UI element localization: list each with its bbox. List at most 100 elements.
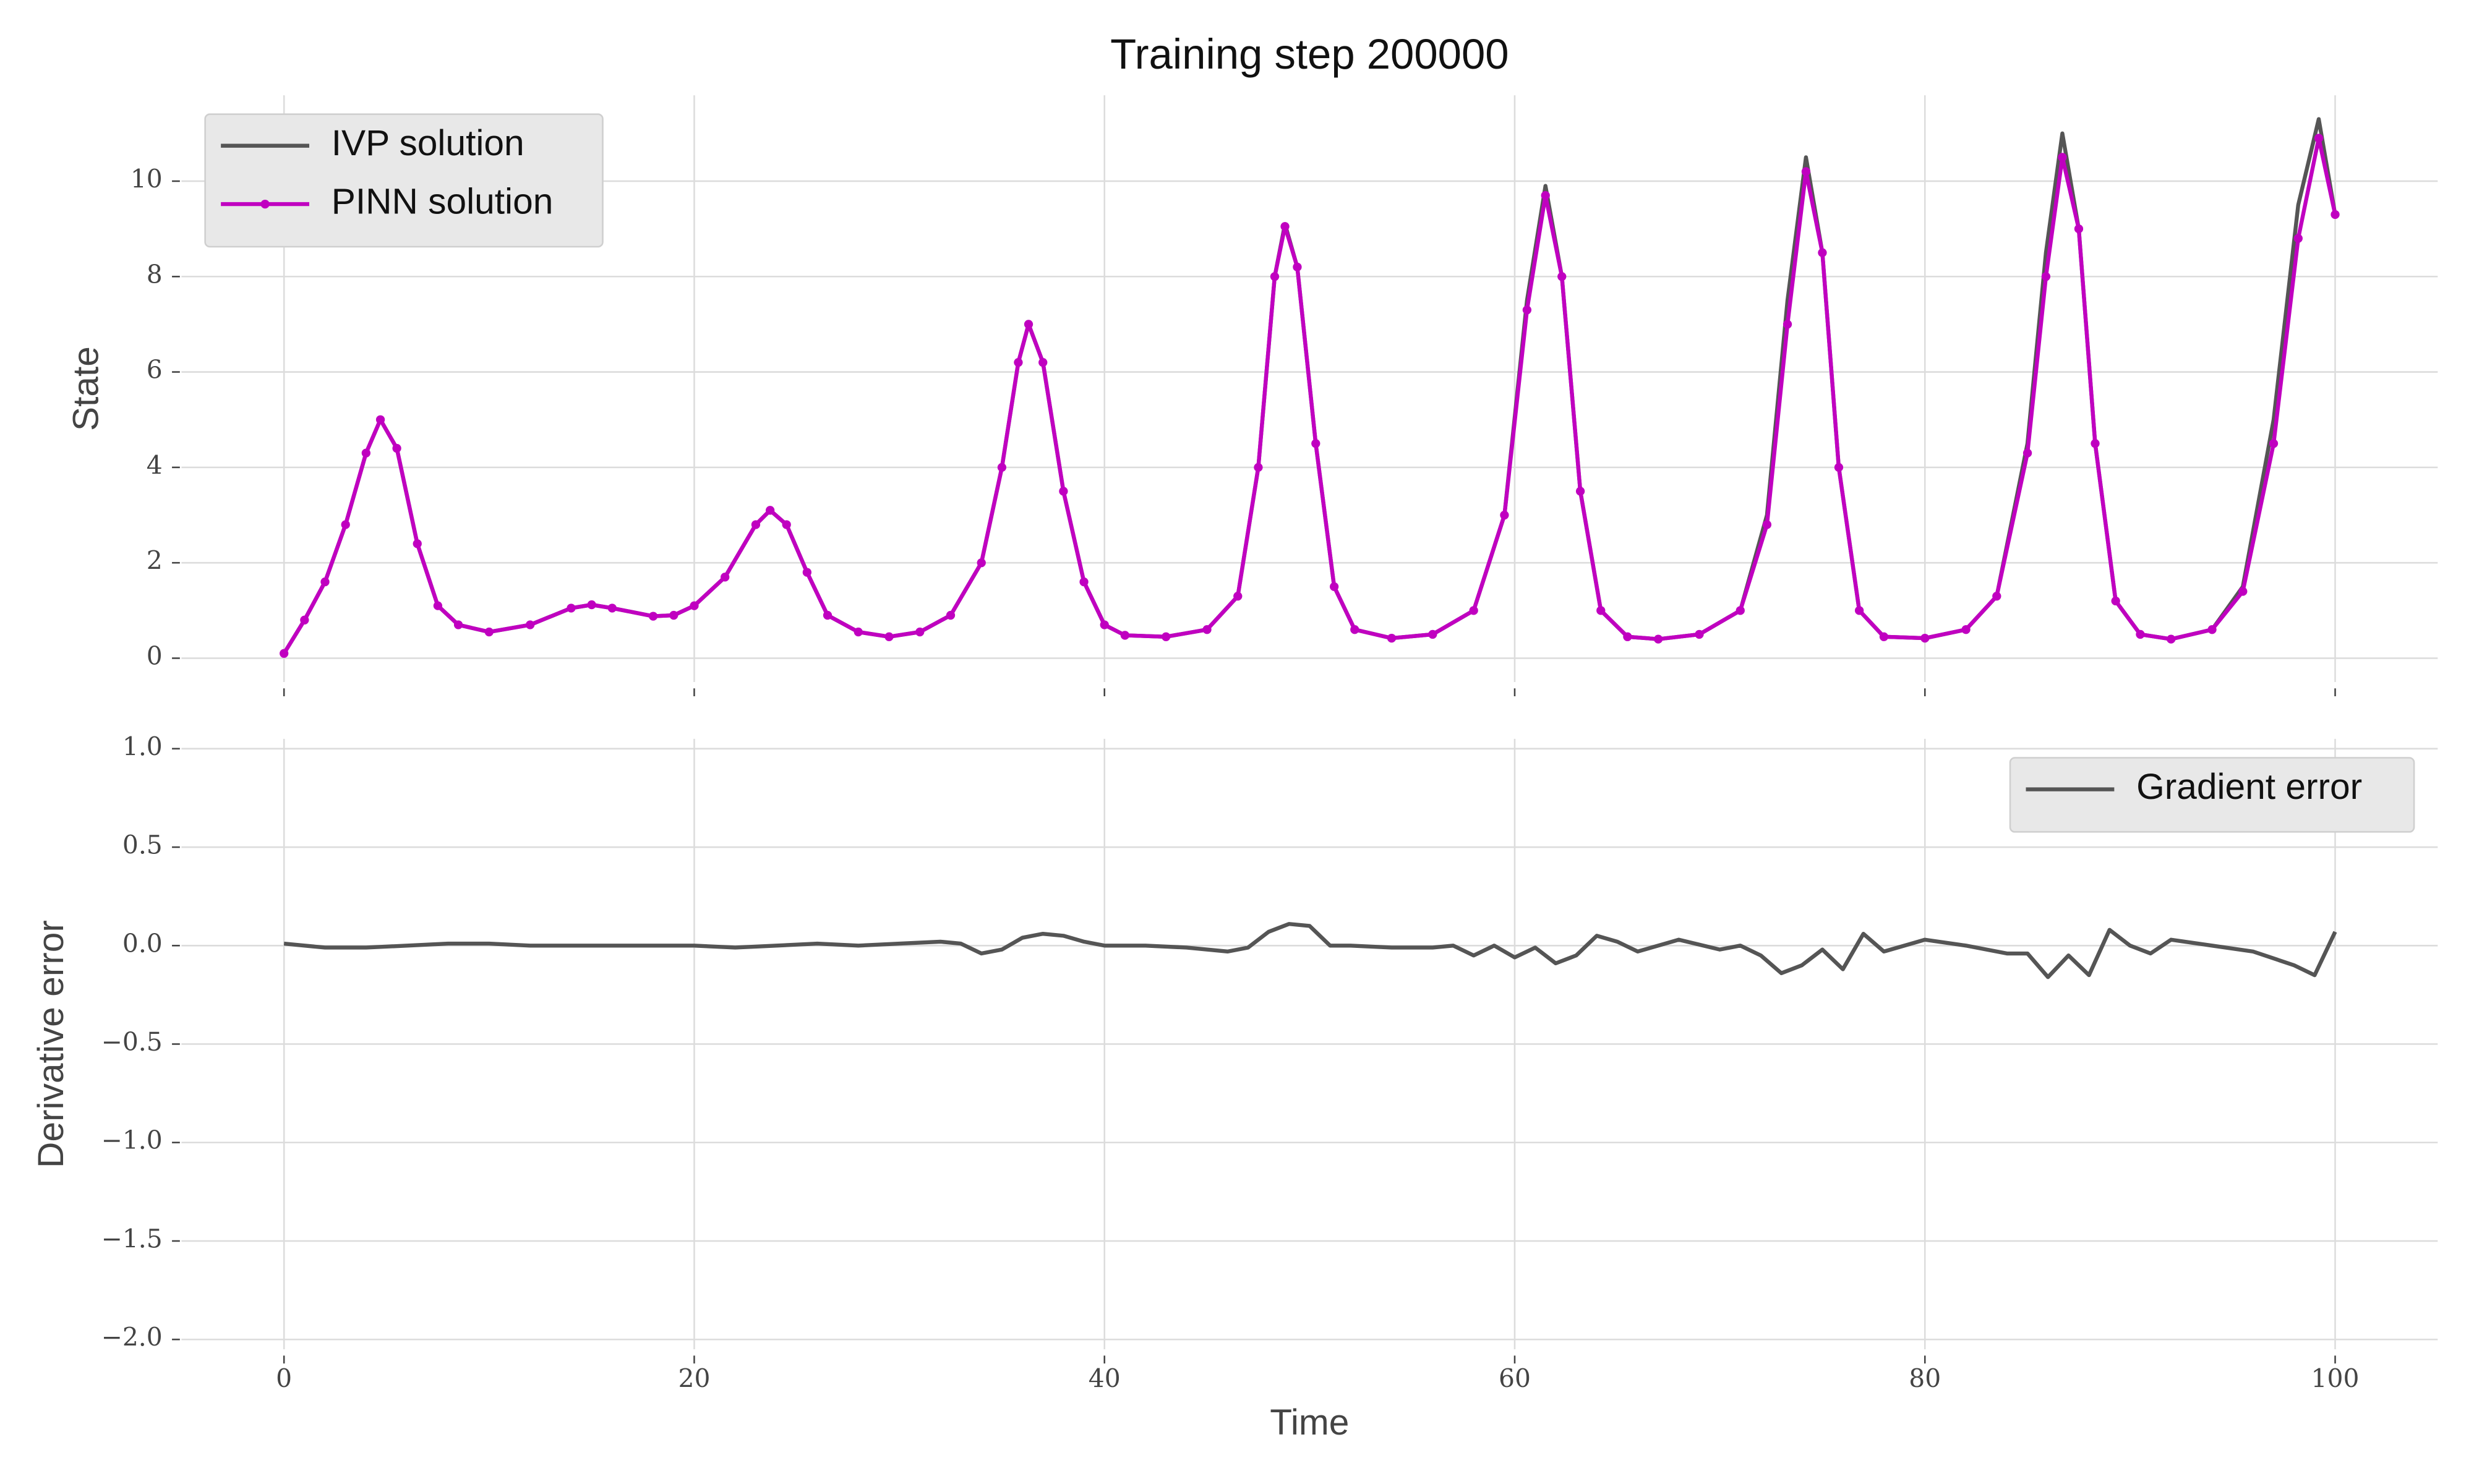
series-marker [946,610,956,620]
series-marker [300,615,309,625]
series-marker [1557,272,1567,281]
series-marker [1100,620,1109,629]
series-marker [1311,439,1320,448]
series-marker [1500,510,1509,520]
series-marker [361,448,370,458]
series-marker [484,627,494,637]
series-marker [453,620,463,629]
legend-label: IVP solution [332,123,524,163]
y-tick-label: 0.5 [122,830,163,860]
series-marker [1120,631,1130,640]
series-marker [587,600,596,610]
series-marker [802,568,811,577]
series-marker [2331,210,2340,220]
series-marker [607,603,617,613]
series-marker [2058,153,2067,162]
legend-label: Gradient error [2136,767,2362,807]
series-marker [1202,625,1212,634]
series-marker [648,612,658,621]
series-marker [1992,592,2001,601]
series-marker [1920,633,1930,643]
x-tick-label: 60 [1499,1364,1531,1394]
x-axis-label: Time [1270,1402,1349,1443]
series-marker [2111,596,2120,606]
series-marker [1541,190,1550,200]
series-marker [1736,606,1745,615]
series-marker [526,620,535,629]
x-tick-label: 80 [1909,1364,1941,1394]
y-tick-label: 10 [131,164,163,194]
series-marker [669,610,678,620]
series-marker [1596,606,1606,615]
series-marker [1428,629,1437,639]
series-marker [2293,234,2303,243]
y-tick-label: 2 [147,546,163,576]
series-marker [1762,520,1772,529]
series-marker [320,577,330,587]
y-tick-label: 6 [147,355,163,385]
y-tick-label: 0.0 [122,929,163,958]
series-marker [2269,439,2279,448]
series-marker [1575,487,1585,496]
series-marker [997,463,1007,472]
y-tick-label: −1.5 [101,1224,163,1253]
series-marker [341,520,350,529]
series-marker [751,520,761,529]
series-marker [2314,134,2324,143]
series-marker [375,415,385,424]
legend-marker [260,199,270,209]
y-tick-label: −2.0 [101,1323,163,1352]
series-marker [2022,448,2032,458]
x-tick-label: 0 [276,1364,292,1394]
chart-title: Training step 200000 [1110,30,1509,78]
series-marker [1801,167,1811,176]
series-marker [1834,463,1844,472]
series-marker [690,601,699,610]
series-marker [392,443,401,453]
y-axis-label: Derivative error [31,920,71,1168]
series-marker [1854,606,1864,615]
series-marker [567,603,576,613]
x-tick-label: 20 [678,1364,710,1394]
x-tick-label: 100 [2311,1364,2360,1394]
series-marker [1818,248,1827,257]
series-marker [1162,632,1171,641]
series-marker [1059,487,1068,496]
y-tick-label: 0 [147,641,163,671]
y-tick-label: 4 [147,450,163,480]
series-marker [977,558,986,568]
y-tick-label: 8 [147,260,163,289]
series-marker [1024,320,1034,329]
series-marker [2074,224,2084,234]
x-tick-label: 40 [1089,1364,1121,1394]
series-marker [2167,634,2176,644]
series-marker [823,610,833,620]
series-marker [1014,357,1023,367]
y-axis-label: State [66,346,106,431]
series-marker [1387,633,1397,643]
series-marker [1695,629,1704,639]
series-marker [1079,577,1089,587]
series-marker [1783,320,1792,329]
series-marker [766,506,775,515]
series-marker [782,520,791,529]
series-marker [1469,606,1478,615]
series-marker [2207,625,2217,634]
series-marker [721,573,730,582]
series-marker [1038,357,1048,367]
series-marker [1961,625,1971,634]
y-tick-label: 1.0 [122,731,163,761]
legend-box [2009,757,2415,833]
series-line [283,922,2337,979]
series-marker [854,627,863,637]
series-marker [1879,632,1889,641]
series-marker [433,601,443,610]
series-marker [280,649,289,658]
series-marker [1330,582,1339,591]
series-marker [2041,272,2051,281]
legend-label: PINN solution [332,182,554,222]
y-tick-label: −1.0 [101,1125,163,1155]
series-marker [1254,463,1263,472]
series-marker [2091,439,2100,448]
series-marker [1653,634,1663,644]
